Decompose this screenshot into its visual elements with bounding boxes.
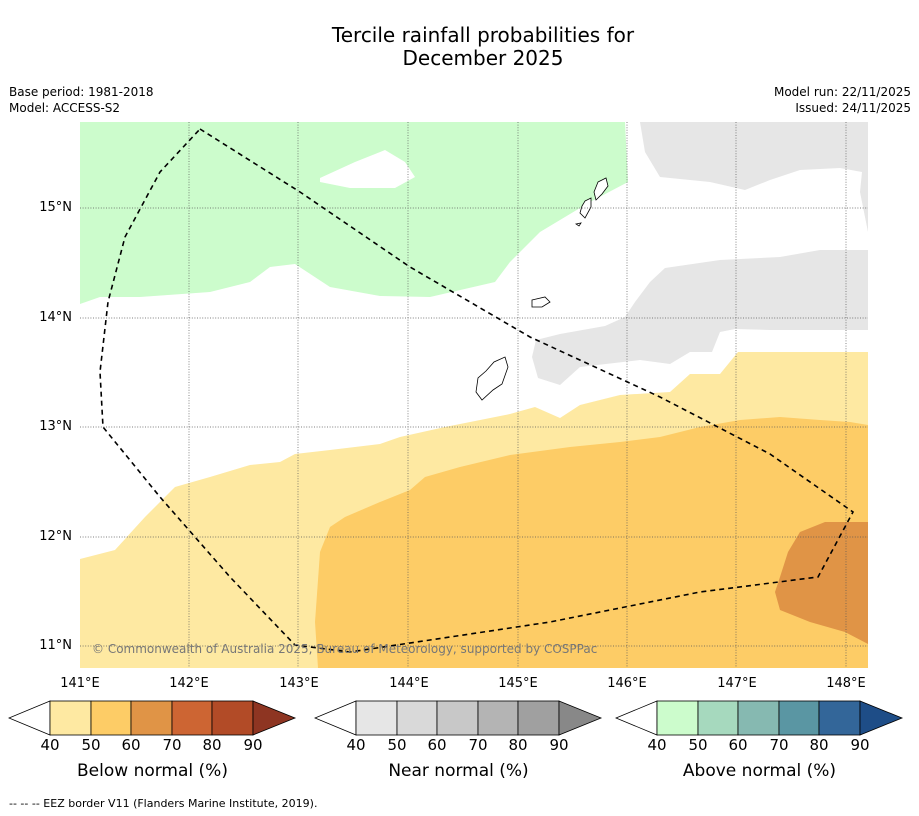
tinian-island: [579, 197, 592, 219]
eez-border: [99, 127, 855, 653]
cb-below-tick-40: 40: [40, 736, 60, 754]
x-tick-148e: 148°E: [826, 676, 866, 691]
cb-below-swatch-4: [211, 700, 254, 736]
cb-below-tick-80: 80: [202, 736, 222, 754]
base-period: Base period: 1981-2018: [9, 85, 154, 99]
cb-below-low-triangle: [8, 700, 51, 736]
copyright-notice: © Commonwealth of Australia 2025, Bureau…: [92, 642, 597, 656]
cb-below-tick-90: 90: [243, 736, 263, 754]
cb-near-tick-40: 40: [346, 736, 366, 754]
cb-above-low-triangle: [615, 700, 658, 736]
cb-near-tick-70: 70: [468, 736, 488, 754]
cb-below-tick-50: 50: [81, 736, 101, 754]
cb-above-label: Above normal (%): [682, 761, 837, 781]
map-title-line1: Tercile rainfall probabilities for: [331, 23, 635, 47]
cb-above-tick-60: 60: [728, 736, 748, 754]
x-tick-141e: 141°E: [60, 676, 100, 691]
near-normal-region: [532, 122, 868, 385]
cb-near-swatch-0: [355, 700, 398, 736]
cb-above-high-triangle: [859, 700, 904, 736]
cb-near-swatch-4: [517, 700, 560, 736]
cb-above-swatch-0: [656, 700, 699, 736]
cb-above-swatch-4: [818, 700, 861, 736]
cb-below-swatch-0: [49, 700, 92, 736]
cb-near-swatch-3: [477, 700, 519, 736]
x-tick-142e: 142°E: [169, 676, 209, 691]
cb-above-tick-90: 90: [850, 736, 870, 754]
x-tick-145e: 145°E: [498, 676, 538, 691]
below-normal-50-region: [315, 417, 868, 668]
y-tick-11n: 11°N: [39, 638, 72, 653]
cb-below-tick-70: 70: [162, 736, 182, 754]
x-tick-144e: 144°E: [389, 676, 429, 691]
cb-near-tick-80: 80: [508, 736, 528, 754]
x-tick-143e: 143°E: [279, 676, 319, 691]
cb-near-swatch-1: [396, 700, 438, 736]
cb-near-tick-90: 90: [549, 736, 569, 754]
x-tick-147e: 147°E: [717, 676, 757, 691]
cb-near-high-triangle: [558, 700, 603, 736]
y-tick-13n: 13°N: [39, 419, 72, 434]
x-tick-146e: 146°E: [607, 676, 647, 691]
white-patch: [320, 150, 415, 188]
model-run: Model run: 22/11/2025: [773, 85, 911, 99]
cb-above-swatch-1: [697, 700, 739, 736]
cb-near-tick-50: 50: [387, 736, 407, 754]
cb-below-high-triangle: [252, 700, 297, 736]
guam-island: [475, 356, 509, 401]
cb-below-swatch-1: [90, 700, 132, 736]
cb-below-swatch-3: [171, 700, 213, 736]
cb-near-low-triangle: [314, 700, 357, 736]
cb-above-tick-70: 70: [769, 736, 789, 754]
cb-above-swatch-3: [778, 700, 820, 736]
issued-date: Issued: 24/11/2025: [795, 101, 911, 115]
cb-below-tick-60: 60: [121, 736, 141, 754]
below-normal-60-region: [775, 522, 868, 644]
cb-above-swatch-2: [737, 700, 780, 736]
cb-below-swatch-2: [130, 700, 173, 736]
y-tick-15n: 15°N: [39, 200, 72, 215]
above-normal-region: [80, 122, 628, 304]
model-name: Model: ACCESS-S2: [9, 101, 121, 115]
rota-island: [531, 296, 551, 308]
aguijan-island: [574, 222, 582, 227]
colorbar-above-normal: [615, 700, 904, 736]
cb-above-tick-40: 40: [647, 736, 667, 754]
colorbar-below-normal: [8, 700, 297, 736]
forecast-map: © Commonwealth of Australia 2025, Bureau…: [80, 122, 868, 668]
map-title-line2: December 2025: [402, 46, 564, 70]
saipan-island: [593, 177, 609, 201]
cb-near-tick-60: 60: [427, 736, 447, 754]
y-tick-12n: 12°N: [39, 529, 72, 544]
eez-footnote: -- -- -- EEZ border V11 (Flanders Marine…: [9, 797, 318, 810]
cb-near-swatch-2: [436, 700, 479, 736]
cb-near-label: Near normal (%): [388, 761, 529, 781]
cb-above-tick-50: 50: [688, 736, 708, 754]
gridlines: [80, 122, 868, 668]
cb-below-label: Below normal (%): [77, 761, 228, 781]
y-tick-14n: 14°N: [39, 310, 72, 325]
colorbar-near-normal: [314, 700, 603, 736]
cb-above-tick-80: 80: [809, 736, 829, 754]
